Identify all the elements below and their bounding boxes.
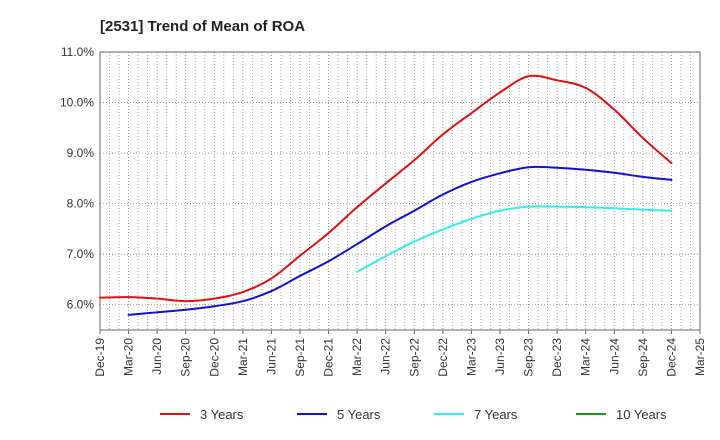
x-tick-label: Jun-21 [264,338,278,375]
x-tick-label: Dec-21 [322,338,336,377]
legend-label-5-years: 5 Years [337,407,381,422]
legend-label-7-years: 7 Years [474,407,518,422]
x-tick-label: Jun-24 [607,338,621,375]
legend-label-10-years: 10 Years [616,407,667,422]
x-tick-label: Mar-22 [350,338,364,376]
x-tick-label: Mar-25 [693,338,707,376]
y-tick-label: 6.0% [67,298,95,312]
x-tick-label: Mar-20 [122,338,136,376]
x-tick-label: Sep-21 [293,338,307,377]
x-tick-label: Dec-19 [93,338,107,377]
y-tick-label: 11.0% [61,45,94,59]
x-tick-label: Sep-22 [407,338,421,377]
x-tick-label: Sep-20 [179,338,193,377]
plot-frame [99,51,701,331]
y-tick-label: 7.0% [67,247,95,261]
y-tick-label: 8.0% [67,197,95,211]
x-tick-label: Sep-23 [522,338,536,377]
x-tick-label: Jun-23 [493,338,507,375]
x-tick-label: Jun-20 [150,338,164,375]
chart-title: [2531] Trend of Mean of ROA [100,18,305,35]
legend-label-3-years: 3 Years [200,407,244,422]
x-tick-label: Mar-21 [236,338,250,376]
x-tick-label: Dec-23 [550,338,564,377]
plot-area: 6.0% 7.0% 8.0% 9.0% 10.0% 11.0% Dec-19 Mar-20 Ju… [60,45,707,377]
series-line-3-years [99,74,673,303]
series-line-5-years [127,165,673,316]
legend: 3 Years 5 Years 7 Years 10 Years [160,407,667,422]
series-line-7-years [356,205,673,273]
x-tick-label: Dec-24 [664,338,678,377]
y-tick-label: 10.0% [60,96,94,110]
x-tick-label: Jun-22 [379,338,393,375]
x-tick-label: Dec-20 [207,338,221,377]
x-tick-label: Mar-23 [464,338,478,376]
y-tick-label: 9.0% [67,146,95,160]
x-tick-label: Mar-24 [579,338,593,376]
x-tick-label: Dec-22 [436,338,450,377]
x-tick-label: Sep-24 [636,338,650,377]
